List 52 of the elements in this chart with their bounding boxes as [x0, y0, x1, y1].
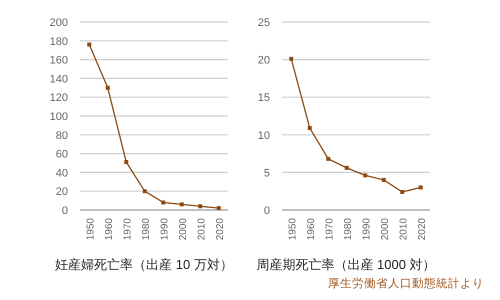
point [142, 189, 147, 194]
y-tick-label: 120 [50, 92, 68, 104]
y-tick-label: 100 [50, 111, 68, 123]
x-tick-label: 1950 [85, 218, 96, 240]
y-tick-label: 160 [50, 54, 68, 67]
point [124, 160, 128, 164]
x-tick-label: 1950 [287, 218, 298, 240]
point [106, 86, 110, 90]
x-tick-label: 1970 [122, 218, 134, 240]
point [363, 173, 368, 178]
point [382, 178, 386, 182]
point [198, 204, 202, 208]
x-tick-label: 1960 [104, 218, 115, 240]
point [326, 156, 330, 161]
point [161, 200, 166, 204]
x-tick-label: 1980 [140, 218, 152, 240]
y-tick-label: 0 [264, 205, 270, 217]
y-tick-label: 40 [56, 167, 68, 180]
x-tick-label: 1960 [306, 218, 317, 240]
x-tick-label: 1980 [342, 218, 354, 240]
point [344, 166, 349, 170]
y-tick-label: 0 [62, 205, 68, 217]
x-tick-label: 2010 [196, 218, 208, 240]
y-tick-label: 60 [56, 148, 68, 161]
x-tick-label: 2020 [214, 218, 226, 240]
x-tick-label: 2000 [380, 218, 391, 240]
x-tick-label: 2010 [398, 218, 410, 240]
point [87, 42, 92, 47]
x-axis-title: 周産期死亡率（出産 1000 対） [256, 257, 436, 272]
x-tick-label: 1990 [159, 218, 170, 240]
y-tick-label: 20 [56, 186, 68, 198]
y-tick-label: 80 [56, 130, 68, 142]
y-tick-label: 140 [50, 73, 68, 86]
y-tick-label: 180 [50, 36, 68, 48]
x-tick-label: 2000 [178, 218, 189, 240]
y-tick-label: 5 [264, 167, 270, 180]
x-tick-label: 2020 [416, 218, 428, 240]
point [180, 202, 184, 206]
point [289, 56, 294, 61]
x-tick-label: 1970 [324, 218, 336, 240]
point [216, 206, 221, 210]
y-tick-label: 25 [258, 17, 270, 29]
y-tick-label: 15 [258, 92, 270, 104]
x-axis-title: 妊産婦死亡率（出産 10 万対） [55, 257, 233, 272]
y-tick-label: 200 [50, 17, 68, 29]
point [418, 185, 423, 190]
text: 厚生労働省人口動態統計より [328, 276, 484, 290]
y-tick-label: 20 [258, 54, 270, 67]
point [400, 190, 404, 194]
point [308, 126, 312, 130]
y-tick-label: 10 [258, 130, 270, 142]
x-tick-label: 1990 [361, 218, 372, 240]
